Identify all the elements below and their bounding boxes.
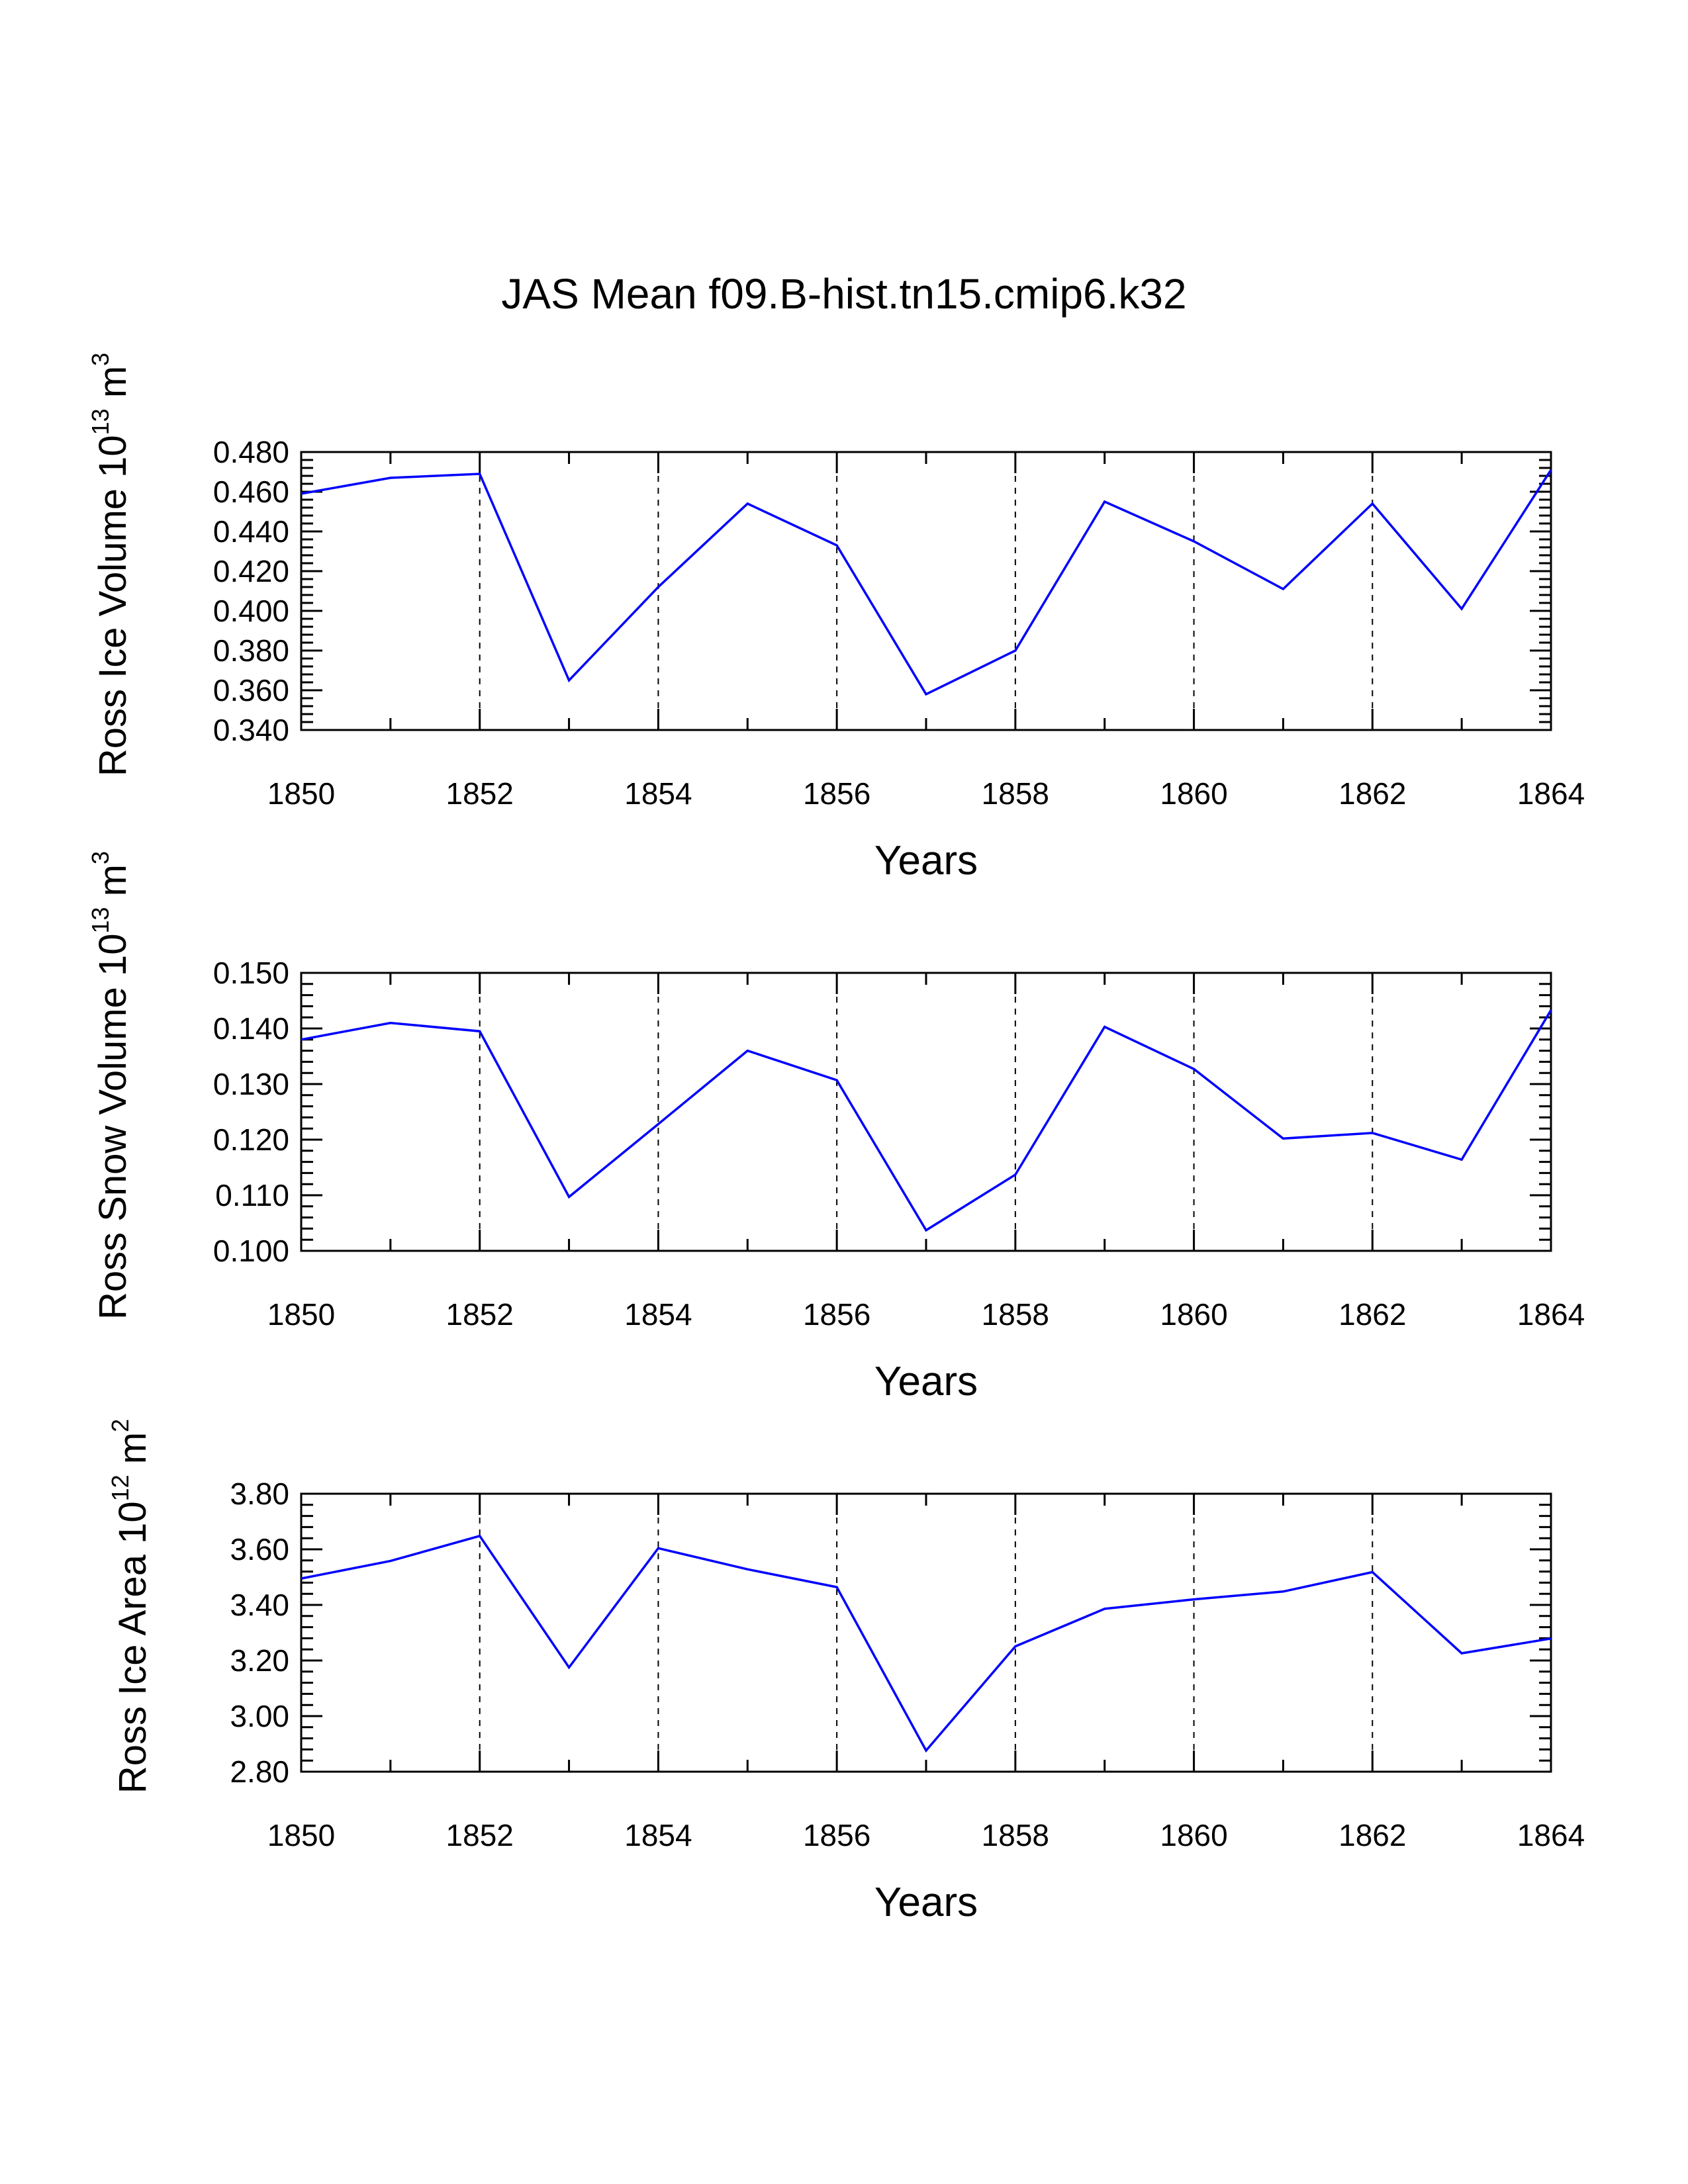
x-tick-label: 1860 — [1160, 1297, 1227, 1332]
y-tick-label: 3.20 — [230, 1643, 289, 1678]
x-tick-label: 1862 — [1338, 1818, 1406, 1852]
y-tick-label: 0.440 — [213, 514, 289, 549]
x-tick-label: 1856 — [803, 1818, 870, 1852]
x-tick-label: 1852 — [446, 776, 514, 811]
y-tick-label: 3.00 — [230, 1699, 289, 1733]
panel-snow-volume: 1850 1852 1854 1856 1858 1860 1862 1864 0.100 0.1… — [87, 851, 1585, 1404]
x-axis-label: Years — [874, 838, 978, 884]
x-tick-label: 1854 — [624, 1297, 692, 1332]
x-tick-label: 1860 — [1160, 776, 1227, 811]
x-tick-label: 1862 — [1338, 1297, 1406, 1332]
y-axis-label: Ross Snow Volume 1013 m3 — [87, 851, 134, 1320]
plot-frame — [300, 1492, 1552, 1773]
x-tick-label: 1862 — [1338, 776, 1406, 811]
y-tick-label: 0.460 — [213, 475, 289, 509]
x-tick-label: 1856 — [803, 776, 870, 811]
x-tick-label: 1864 — [1517, 1818, 1585, 1852]
x-tick-label: 1858 — [982, 776, 1049, 811]
x-tick-label: 1856 — [803, 1297, 870, 1332]
x-tick-label: 1852 — [446, 1818, 514, 1852]
y-axis-label: Ross Ice Area 1012 m2 — [107, 1419, 154, 1794]
x-axis-label: Years — [874, 1880, 978, 1925]
x-tick-label: 1860 — [1160, 1818, 1227, 1852]
x-tick-label: 1852 — [446, 1297, 514, 1332]
x-tick-label: 1850 — [267, 1818, 335, 1852]
series-line — [301, 469, 1552, 696]
x-tick-label: 1854 — [624, 1818, 692, 1852]
y-tick-label: 3.40 — [230, 1588, 289, 1622]
chart-title: JAS Mean f09.B-hist.tn15.cmip6.k32 — [501, 270, 1186, 318]
y-tick-label: 0.340 — [213, 713, 289, 747]
x-tick-label: 1858 — [982, 1297, 1049, 1332]
x-axis-label: Years — [874, 1359, 978, 1404]
panel-ice-volume: 1850 1852 1854 1856 1858 1860 1862 1864 0.340 0.3… — [87, 353, 1585, 884]
y-tick-label: 3.80 — [230, 1477, 289, 1511]
x-tick-label: 1854 — [624, 776, 692, 811]
y-axis-label: Ross Ice Volume 1013 m3 — [87, 353, 134, 776]
y-tick-label: 0.420 — [213, 554, 289, 588]
x-tick-label: 1864 — [1517, 776, 1585, 811]
y-tick-label: 0.150 — [213, 956, 289, 990]
series-line — [301, 1009, 1552, 1232]
y-tick-label: 0.100 — [213, 1234, 289, 1268]
y-tick-label: 2.80 — [230, 1754, 289, 1789]
y-tick-label: 0.140 — [213, 1011, 289, 1046]
y-tick-label: 0.110 — [215, 1178, 289, 1212]
x-tick-label: 1850 — [267, 1297, 335, 1332]
y-tick-label: 3.60 — [230, 1532, 289, 1567]
x-tick-label: 1864 — [1517, 1297, 1585, 1332]
x-tick-label: 1858 — [982, 1818, 1049, 1852]
x-tick-label: 1850 — [267, 776, 335, 811]
y-tick-label: 0.400 — [213, 594, 289, 628]
y-tick-label: 0.120 — [213, 1122, 289, 1157]
y-tick-label: 0.360 — [213, 673, 289, 707]
plot-frame — [300, 972, 1552, 1252]
y-tick-label: 0.380 — [213, 633, 289, 668]
plot-frame — [300, 451, 1552, 731]
y-tick-label: 0.480 — [213, 435, 289, 469]
y-tick-label: 0.130 — [213, 1067, 289, 1101]
panel-ice-area: 1850 1852 1854 1856 1858 1860 1862 1864 2.80 3.00… — [107, 1419, 1585, 1925]
series-line — [301, 1534, 1552, 1753]
